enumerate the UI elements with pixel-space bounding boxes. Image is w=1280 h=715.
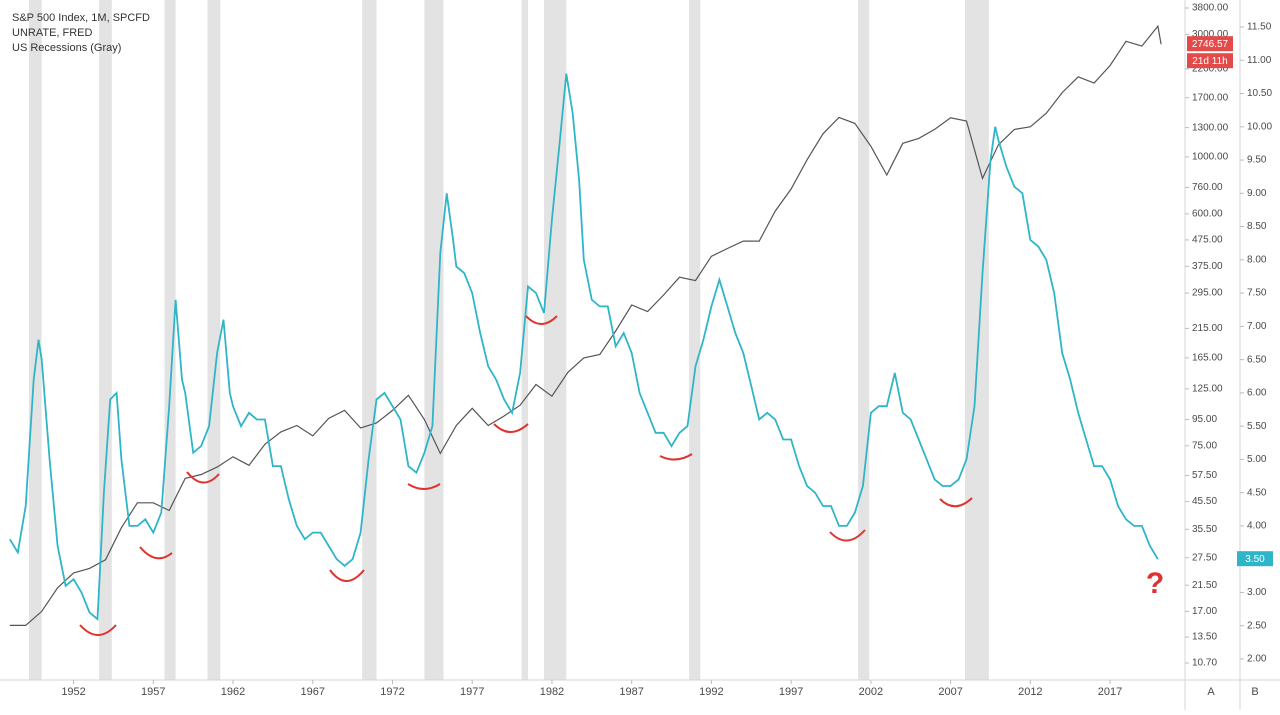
x-tick-label: 1957 — [141, 686, 165, 698]
x-tick-label: 1987 — [619, 686, 643, 698]
recession-band — [28, 0, 42, 680]
recession-band — [858, 0, 870, 680]
y-tick-label: 75.00 — [1192, 440, 1217, 451]
price-tag — [1237, 551, 1273, 567]
legend-entry: S&P 500 Index, 1M, SPCFD — [12, 12, 150, 24]
recession-band — [207, 0, 221, 680]
y-tick-label: 295.00 — [1192, 288, 1223, 299]
recession-layer — [28, 0, 989, 680]
arc — [186, 471, 220, 484]
axis-button[interactable]: B — [1251, 686, 1258, 698]
arc — [939, 497, 973, 508]
y2-tick-label: 4.00 — [1247, 521, 1267, 532]
x-tick-label: 2002 — [859, 686, 883, 698]
arc — [659, 453, 693, 461]
countdown-label: 21d 11h — [1192, 56, 1227, 67]
y2-tick-label: 11.00 — [1247, 55, 1272, 66]
y2-tick-label: 5.50 — [1247, 421, 1267, 432]
y2-tick-label: 8.50 — [1247, 221, 1267, 232]
x-tick-label: 1962 — [221, 686, 245, 698]
x-tick-label: 1967 — [301, 686, 325, 698]
y-tick-label: 1000.00 — [1192, 152, 1229, 163]
y2-tick-label: 8.00 — [1247, 254, 1267, 265]
x-tick-label: 1997 — [779, 686, 803, 698]
recession-band — [521, 0, 529, 680]
x-tick-label: 2012 — [1018, 686, 1042, 698]
y-tick-label: 95.00 — [1192, 414, 1217, 425]
y-tick-label: 17.00 — [1192, 606, 1217, 617]
arc — [407, 483, 441, 490]
recession-band — [99, 0, 112, 680]
annotation: ? — [1146, 567, 1164, 600]
x-tick-label: 1992 — [699, 686, 723, 698]
y-tick-label: 375.00 — [1192, 261, 1223, 272]
y2-tick-label: 9.00 — [1247, 188, 1267, 199]
legend-entry: UNRATE, FRED — [12, 27, 93, 39]
x-tick-label: 1977 — [460, 686, 484, 698]
y-tick-label: 600.00 — [1192, 209, 1223, 220]
y2-tick-label: 10.00 — [1247, 121, 1272, 132]
recession-band — [424, 0, 444, 680]
price-tag-label: 2746.57 — [1192, 39, 1229, 50]
y-tick-label: 1700.00 — [1192, 92, 1229, 103]
y-tick-label: 10.70 — [1192, 658, 1217, 669]
y2-tick-label: 2.50 — [1247, 620, 1267, 631]
y2-tick-label: 9.50 — [1247, 155, 1267, 166]
y2-tick-label: 4.50 — [1247, 487, 1267, 498]
minimum-arcs — [79, 315, 973, 636]
x-tick-label: 2017 — [1098, 686, 1122, 698]
y-tick-label: 760.00 — [1192, 182, 1223, 193]
series-line — [9, 24, 1162, 626]
y2-tick-label: 7.50 — [1247, 288, 1267, 299]
y2-tick-label: 3.00 — [1247, 587, 1267, 598]
recession-band — [689, 0, 701, 680]
axis-button[interactable]: A — [1207, 686, 1215, 698]
y2-tick-label: 2.00 — [1247, 654, 1267, 665]
legend-entry: US Recessions (Gray) — [12, 42, 121, 54]
arc — [525, 315, 558, 325]
y-tick-label: 13.50 — [1192, 632, 1217, 643]
y-tick-label: 45.50 — [1192, 496, 1217, 507]
y-tick-label: 57.50 — [1192, 470, 1217, 481]
arc — [79, 624, 117, 636]
x-tick-label: 1952 — [61, 686, 85, 698]
y-tick-label: 3000.00 — [1192, 29, 1229, 40]
y2-tick-label: 11.50 — [1247, 22, 1272, 33]
y-tick-label: 2200.00 — [1192, 64, 1229, 75]
y-tick-label: 27.50 — [1192, 552, 1217, 563]
series-layer — [9, 24, 1162, 626]
y2-tick-label: 5.00 — [1247, 454, 1267, 465]
recession-band — [362, 0, 377, 680]
series-line — [9, 73, 1159, 621]
arc — [329, 569, 365, 582]
y-tick-label: 3800.00 — [1192, 3, 1229, 14]
countdown-tag — [1187, 53, 1233, 69]
y-tick-label: 165.00 — [1192, 353, 1223, 364]
y2-tick-label: 10.50 — [1247, 88, 1272, 99]
price-tag-label: 3.50 — [1245, 554, 1265, 565]
y-tick-label: 1300.00 — [1192, 122, 1229, 133]
y-tick-label: 475.00 — [1192, 235, 1223, 246]
y-tick-label: 21.50 — [1192, 580, 1217, 591]
y2-tick-label: 6.50 — [1247, 354, 1267, 365]
x-tick-label: 2007 — [938, 686, 962, 698]
x-tick-label: 1982 — [540, 686, 564, 698]
arc — [139, 546, 173, 560]
y2-tick-label: 7.00 — [1247, 321, 1267, 332]
y-tick-label: 125.00 — [1192, 383, 1223, 394]
recession-band — [543, 0, 567, 680]
x-tick-label: 1972 — [380, 686, 404, 698]
recession-band — [164, 0, 176, 680]
price-tag — [1187, 36, 1233, 52]
y-tick-label: 35.50 — [1192, 524, 1217, 535]
arc — [493, 423, 529, 433]
arc — [829, 529, 866, 542]
y2-tick-label: 6.00 — [1247, 388, 1267, 399]
y-tick-label: 215.00 — [1192, 323, 1223, 334]
recession-band — [964, 0, 989, 680]
